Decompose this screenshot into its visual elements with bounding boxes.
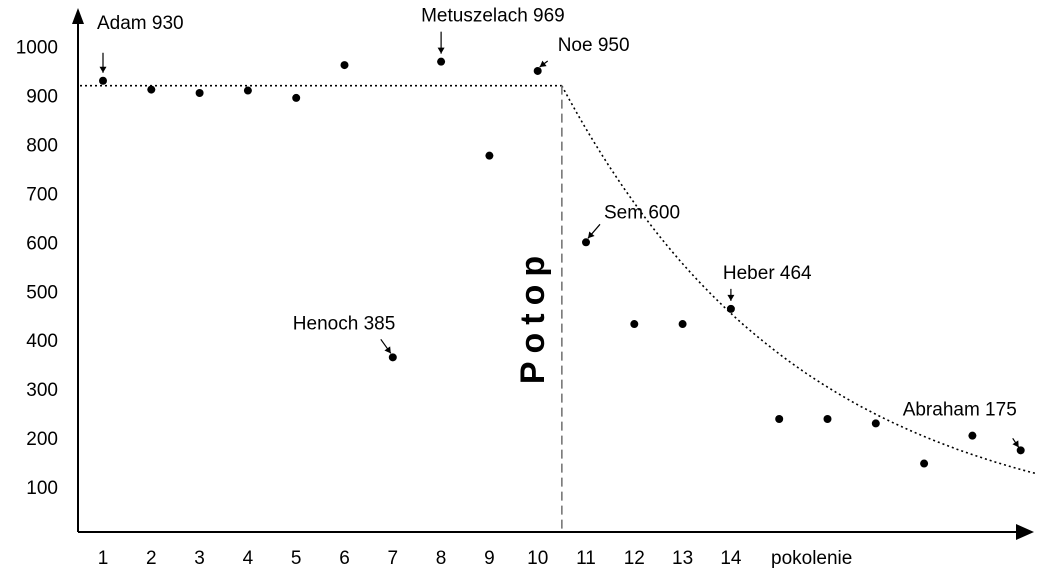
axes xyxy=(72,8,1034,540)
data-point xyxy=(437,57,446,66)
y-tick-label: 300 xyxy=(26,380,58,401)
annotation-arrowhead xyxy=(99,66,107,73)
flood-divider: Potop xyxy=(514,85,563,532)
x-tick-label: 11 xyxy=(576,548,596,569)
data-point xyxy=(630,320,639,329)
y-tick-label: 100 xyxy=(26,478,58,499)
data-point xyxy=(195,89,204,98)
x-tick-label: 4 xyxy=(243,548,254,569)
data-point xyxy=(823,415,832,424)
y-tick-label: 400 xyxy=(26,331,58,352)
data-point xyxy=(582,238,590,247)
data-point xyxy=(388,353,397,362)
annotations: Adam 930 Metuszelach 969 Noe 950 Henoch 385… xyxy=(97,6,1020,448)
y-tick-label: 900 xyxy=(26,86,58,107)
x-tick-label: 14 xyxy=(720,548,742,569)
y-tick-label: 1000 xyxy=(16,38,58,59)
x-tick-label: 12 xyxy=(624,548,645,569)
x-tick-label: 10 xyxy=(527,548,548,569)
annotation-label: Metuszelach 969 xyxy=(421,6,565,27)
data-point xyxy=(292,93,301,102)
annotation-label: Noe 950 xyxy=(558,35,630,56)
data-points xyxy=(99,57,1025,468)
x-tick-label: 2 xyxy=(146,548,157,569)
data-point xyxy=(871,419,880,428)
annotation-arrowhead xyxy=(384,346,391,354)
x-axis-title: pokolenie xyxy=(771,548,852,569)
annotation-label: Abraham 175 xyxy=(903,399,1017,420)
x-axis-arrow xyxy=(1016,524,1034,540)
trend-lines xyxy=(80,84,1036,475)
decay-trend-curve xyxy=(561,85,1036,475)
annotation-arrowhead xyxy=(539,60,547,67)
x-tick-label: 8 xyxy=(436,548,447,569)
data-point xyxy=(99,76,107,85)
data-point xyxy=(243,86,252,95)
annotation-arrowhead xyxy=(588,231,595,239)
y-tick-label: 200 xyxy=(26,429,58,450)
y-tick-label: 500 xyxy=(26,282,58,303)
y-axis-arrow xyxy=(72,8,84,24)
x-tick-label: 5 xyxy=(291,548,302,569)
x-tick-label: 1 xyxy=(98,548,109,569)
data-point xyxy=(920,459,929,468)
data-point xyxy=(147,85,156,94)
x-tick-label: 3 xyxy=(194,548,205,569)
x-tick-label: 7 xyxy=(388,548,399,569)
data-point xyxy=(1016,446,1025,455)
data-point xyxy=(726,304,735,313)
data-point xyxy=(968,431,977,440)
y-tick-label: 800 xyxy=(26,135,58,156)
data-point xyxy=(533,66,542,75)
data-point xyxy=(340,61,349,70)
data-point xyxy=(485,151,494,160)
x-tick-label: 13 xyxy=(672,548,693,569)
annotation-label: Sem 600 xyxy=(604,202,680,223)
y-tick-label: 700 xyxy=(26,184,58,205)
annotation-arrowhead xyxy=(1012,440,1019,448)
flood-label: Potop xyxy=(514,248,552,384)
annotation-arrowhead xyxy=(727,294,735,301)
annotation-label: Henoch 385 xyxy=(293,313,395,334)
y-tick-label: 600 xyxy=(26,233,58,254)
tick-labels: 1 2 3 4 5 6 7 8 9 10 11 12 13 14100200300400500600700… xyxy=(16,38,742,570)
annotation-label: Adam 930 xyxy=(97,13,184,34)
data-point xyxy=(678,320,687,329)
x-tick-label: 9 xyxy=(484,548,495,569)
data-point xyxy=(775,415,784,424)
x-tick-label: 6 xyxy=(339,548,350,569)
annotation-label: Heber 464 xyxy=(723,263,812,284)
annotation-arrowhead xyxy=(437,47,445,54)
